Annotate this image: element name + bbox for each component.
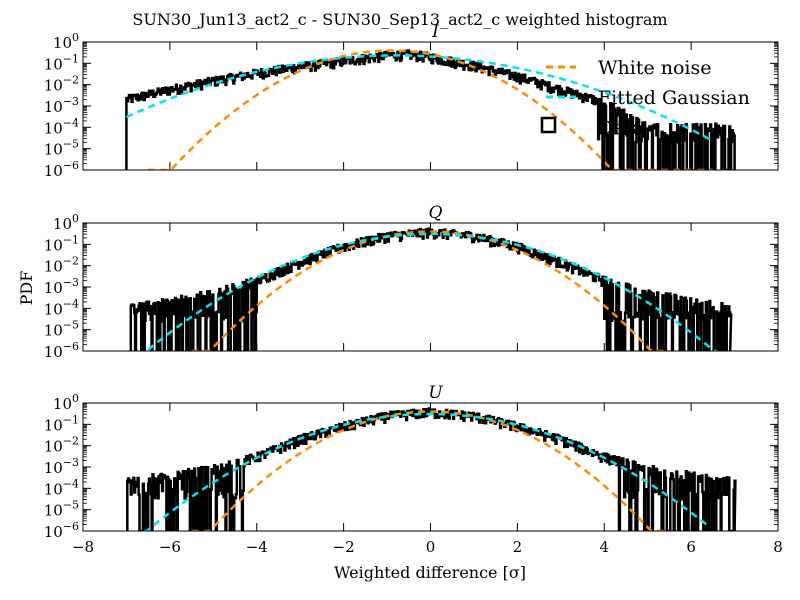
y-tick-label: 10−2	[44, 255, 79, 276]
x-tick-label: −8	[72, 538, 94, 556]
panel-title-u: U	[428, 383, 443, 403]
y-tick-label: 10−2	[44, 435, 79, 456]
y-tick-label: 10−3	[44, 276, 79, 297]
plot-area	[126, 407, 737, 531]
y-tick-label: 10−5	[44, 499, 79, 520]
y-tick-label: 100	[53, 392, 79, 413]
y-tick-label: 10−4	[44, 116, 79, 137]
y-tick-label: 100	[53, 31, 79, 52]
x-tick-label: −4	[246, 538, 268, 556]
x-tick-label: −2	[333, 538, 355, 556]
y-tick-label: 10−1	[44, 52, 79, 73]
series-fitted-gaussian-u	[143, 412, 710, 531]
x-tick-label: 2	[513, 538, 523, 556]
legend-label-white-noise: White noise	[598, 57, 712, 79]
y-tick-label: 10−6	[44, 340, 79, 361]
y-tick-label: 10−1	[44, 233, 79, 254]
y-tick-label: 10−6	[44, 159, 79, 180]
series-data-u	[126, 407, 737, 531]
plot-area	[129, 227, 733, 351]
series-fitted-gaussian-i	[125, 54, 714, 142]
y-tick-label: 10−4	[44, 297, 79, 318]
figure-title: SUN30_Jun13_act2_c - SUN30_Sep13_act2_c …	[132, 10, 667, 29]
y-tick-label: 100	[53, 212, 79, 233]
y-axis-label: PDF	[17, 271, 36, 306]
x-tick-label: 6	[686, 538, 696, 556]
panel-title-i: I	[431, 22, 439, 42]
y-tick-label: 10−5	[44, 138, 79, 159]
chart-panel-u: U −8 −6 −4 −2 0 2 4 6 8 10010−110−210−310−410−510−…	[44, 383, 783, 556]
legend-swatch-data	[540, 116, 557, 134]
series-fitted-gaussian-q	[147, 232, 718, 351]
plot-area	[125, 49, 736, 170]
series-white-noise-u	[191, 410, 670, 531]
y-tick-label: 10−6	[44, 520, 79, 541]
y-tick-label: 10−4	[44, 477, 79, 498]
y-tick-label: 10−2	[44, 74, 79, 95]
x-tick-label: 8	[773, 538, 783, 556]
legend: White noise Fitted Gaussian Data	[540, 57, 750, 139]
legend-label-data: Data	[598, 117, 644, 139]
x-tick-label: −6	[159, 538, 181, 556]
x-axis-label: Weighted difference [σ]	[334, 563, 526, 582]
y-tick-label: 10−3	[44, 456, 79, 477]
y-tick-label: 10−3	[44, 95, 79, 116]
panel-title-q: Q	[429, 203, 443, 223]
series-white-noise-q	[191, 230, 670, 351]
x-tick-label: 4	[599, 538, 609, 556]
x-tick-label: 0	[426, 538, 436, 556]
series-data-q	[129, 227, 733, 351]
y-tick-label: 10−5	[44, 319, 79, 340]
y-tick-label: 10−1	[44, 413, 79, 434]
legend-label-fitted-gaussian: Fitted Gaussian	[598, 87, 750, 109]
